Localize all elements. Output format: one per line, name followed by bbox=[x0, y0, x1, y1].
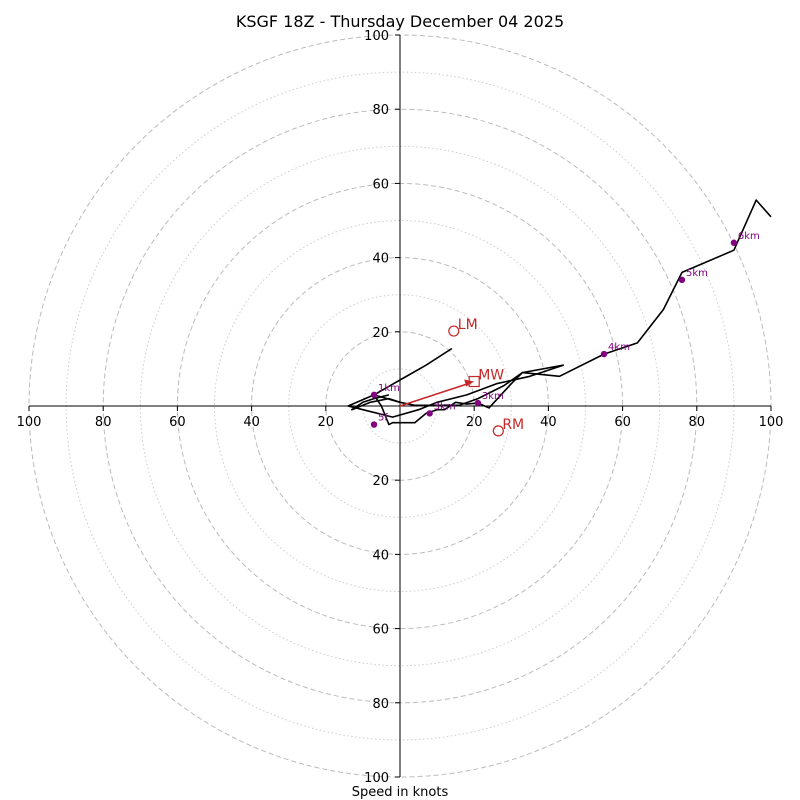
height-label: 6km bbox=[738, 231, 760, 242]
height-marker-3km bbox=[474, 399, 482, 407]
storm-motion-RM bbox=[492, 425, 504, 437]
height-label: 3km bbox=[434, 401, 456, 412]
x-tick-label: 20 bbox=[318, 415, 335, 430]
height-label: 4km bbox=[608, 342, 630, 353]
height-marker-5f bbox=[370, 421, 378, 428]
height-label: 3km bbox=[482, 391, 504, 402]
x-tick-label: 20 bbox=[466, 415, 483, 430]
x-tick-label: 60 bbox=[614, 415, 631, 430]
storm-motion-LM bbox=[448, 325, 460, 337]
height-marker-3km bbox=[426, 410, 433, 417]
height-markers: 1km 5f 3km 3km 4km 5km 6km bbox=[370, 231, 760, 428]
x-axis-label: Speed in knots bbox=[352, 785, 449, 800]
y-tick-label: 80 bbox=[372, 103, 389, 118]
hodograph-traces bbox=[347, 199, 772, 426]
y-tick-label: 20 bbox=[372, 474, 389, 489]
x-tick-label: 40 bbox=[243, 415, 260, 430]
y-tick-label: 40 bbox=[372, 252, 389, 267]
y-tick-label: 100 bbox=[364, 29, 389, 44]
x-tick-label: 100 bbox=[759, 415, 784, 430]
y-tick-label: 60 bbox=[372, 623, 389, 638]
y-tick-label: 60 bbox=[372, 177, 389, 192]
x-tick-label: 80 bbox=[689, 415, 706, 430]
height-marker-6km bbox=[730, 239, 738, 246]
x-tick-label: 60 bbox=[169, 415, 186, 430]
x-tick-label: 100 bbox=[17, 415, 42, 430]
height-marker-1km bbox=[370, 391, 378, 399]
height-marker-4km bbox=[600, 350, 608, 358]
storm-motion-label: LM bbox=[458, 317, 478, 333]
storm-motion-label: MW bbox=[478, 368, 504, 384]
storm-motion-markers: LM MW RM bbox=[448, 317, 524, 437]
storm-motion-MW bbox=[468, 375, 480, 388]
hodograph-trace-secondary bbox=[347, 347, 565, 426]
storm-motion-label: RM bbox=[502, 417, 524, 433]
height-label: 1km bbox=[378, 383, 400, 394]
y-tick-label: 40 bbox=[372, 548, 389, 563]
y-tick-label: 80 bbox=[372, 697, 389, 712]
y-tick-label: 100 bbox=[364, 771, 389, 786]
hodograph-trace bbox=[350, 199, 772, 411]
x-tick-label: 80 bbox=[95, 415, 112, 430]
chart-title: KSGF 18Z - Thursday December 04 2025 bbox=[236, 12, 564, 31]
x-tick-label: 40 bbox=[540, 415, 557, 430]
y-tick-label: 20 bbox=[372, 326, 389, 341]
height-label: 5km bbox=[686, 268, 708, 279]
shear-vector-line bbox=[399, 382, 471, 407]
height-marker-5km bbox=[678, 276, 686, 284]
height-label: 5f bbox=[378, 413, 388, 424]
tick-labels: 100 100 80 80 60 60 40 40 20 20 20 20 40 40 60 60 80 80 10… bbox=[17, 29, 784, 786]
